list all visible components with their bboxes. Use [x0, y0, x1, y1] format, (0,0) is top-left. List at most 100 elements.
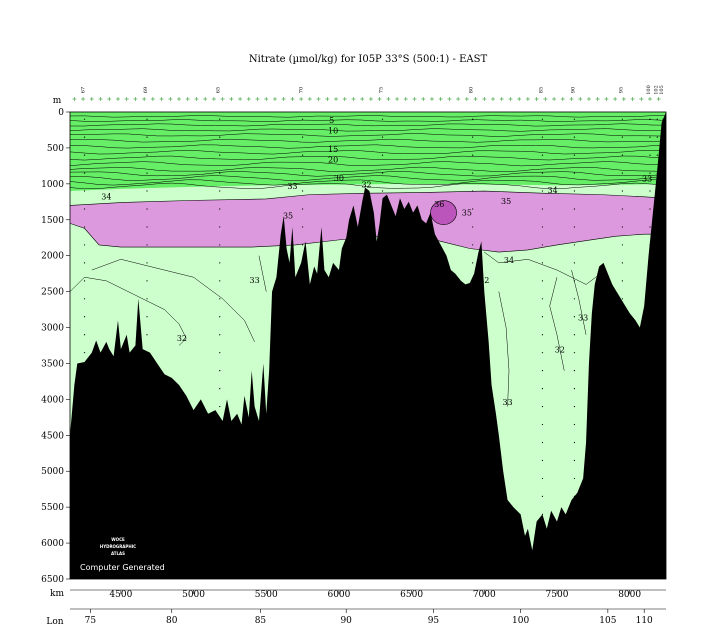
contour-label: 10 [328, 127, 338, 136]
x-tick-label: 5500 [255, 590, 278, 600]
sample-dot [472, 118, 474, 120]
sample-dot [219, 244, 221, 246]
sample-dot [381, 136, 384, 138]
sample-dot [472, 190, 474, 192]
contour-line-upper [70, 182, 666, 190]
x-tick-label: 8000 [618, 590, 641, 600]
sample-dot [541, 208, 544, 210]
x-axis-name: km [50, 589, 64, 599]
sample-dot [146, 154, 148, 156]
station-label: 69 [143, 87, 149, 93]
lon-tick-label: 105 [599, 616, 616, 626]
contour-line-upper [70, 179, 666, 186]
sample-dot [219, 226, 221, 228]
sample-dot [146, 226, 148, 228]
y-tick-label: 4500 [41, 431, 64, 441]
sample-dot [541, 423, 544, 426]
sample-dot [573, 298, 576, 300]
sample-dot [83, 298, 86, 300]
y-tick-label: 6500 [41, 575, 64, 585]
y-tick-label: 0 [58, 108, 64, 118]
sample-dot [472, 172, 474, 174]
sample-dot [83, 280, 86, 282]
sample-dot [649, 190, 651, 192]
sample-dot [301, 172, 304, 174]
lon-tick-label: 80 [166, 616, 178, 626]
sample-dot [146, 172, 148, 174]
contour-line-deep [571, 270, 587, 335]
sample-dot [573, 388, 576, 390]
lon-axis-name: Lon [46, 617, 63, 627]
sample-dot [649, 226, 651, 228]
contour-line-upper [70, 171, 666, 177]
sample-dot [83, 334, 86, 336]
fill-band-core [430, 200, 457, 225]
sample-dot [219, 352, 221, 354]
sample-dot [573, 423, 576, 426]
sample-dot [83, 352, 86, 354]
contour-line-deep [498, 291, 510, 407]
contour-line-upper [70, 166, 666, 173]
contour-line-36 [430, 200, 457, 225]
x-tick-label: 7000 [473, 590, 496, 600]
sample-dot [301, 190, 304, 192]
sample-dot [573, 118, 576, 120]
sample-dot [573, 226, 576, 228]
sample-dot [301, 154, 304, 156]
sample-dot [541, 190, 544, 192]
sample-dot [541, 118, 544, 120]
y-tick-label: 4000 [41, 395, 64, 405]
station-label: 105 [659, 85, 665, 95]
sample-dot [541, 154, 544, 156]
y-tick-label: 500 [47, 144, 64, 154]
sample-dot [541, 352, 544, 354]
contour-label: 33 [642, 175, 652, 184]
contour-line-upper [70, 155, 666, 161]
sample-dot [573, 244, 576, 246]
x-tick-label: 5000 [182, 590, 205, 600]
contour-line-deep [258, 255, 267, 292]
sample-dot [219, 405, 221, 408]
sample-dot [381, 172, 384, 174]
sample-dot [472, 244, 474, 246]
sample-dot [621, 262, 623, 264]
sample-dot [573, 208, 576, 210]
y-tick-label: 5500 [41, 503, 64, 513]
plot-layer: 0 500 1000 1500 2000 2500 3000 3500 4000 4500 5000… [41, 85, 667, 626]
sample-dot [649, 172, 651, 174]
sample-dot [146, 262, 148, 264]
sample-dot [381, 190, 384, 192]
lon-tick-label: 100 [512, 616, 529, 626]
sample-dot [83, 172, 86, 174]
station-label: 70 [299, 87, 305, 93]
sample-dot [541, 172, 544, 174]
y-tick-label: 3000 [41, 324, 64, 334]
sample-dot [219, 262, 221, 264]
contour-line-upper [70, 128, 666, 132]
sample-dot [301, 226, 304, 228]
sample-dot [219, 388, 221, 390]
sample-dot [83, 154, 86, 156]
station-label: 80 [469, 87, 475, 93]
sample-dot [83, 136, 86, 138]
sample-dot [573, 190, 576, 192]
sample-dot [219, 136, 221, 138]
sample-dot [472, 226, 474, 228]
y-axis-unit: m [53, 96, 62, 106]
sample-dot [301, 136, 304, 138]
contour-label: 32 [361, 180, 371, 189]
lon-tick-label: 75 [85, 616, 97, 626]
contour-label: 34 [548, 186, 558, 195]
y-tick-label: 2000 [41, 252, 64, 262]
contour-label: 35 [501, 197, 511, 206]
sample-dot [219, 334, 221, 336]
sample-dot [472, 136, 474, 138]
sample-dot [573, 352, 576, 354]
contour-line-34 [70, 190, 666, 206]
contour-label: 5 [329, 116, 334, 125]
y-tick-label: 1000 [41, 180, 64, 190]
sample-dot [541, 388, 544, 390]
sample-dot [219, 280, 221, 282]
